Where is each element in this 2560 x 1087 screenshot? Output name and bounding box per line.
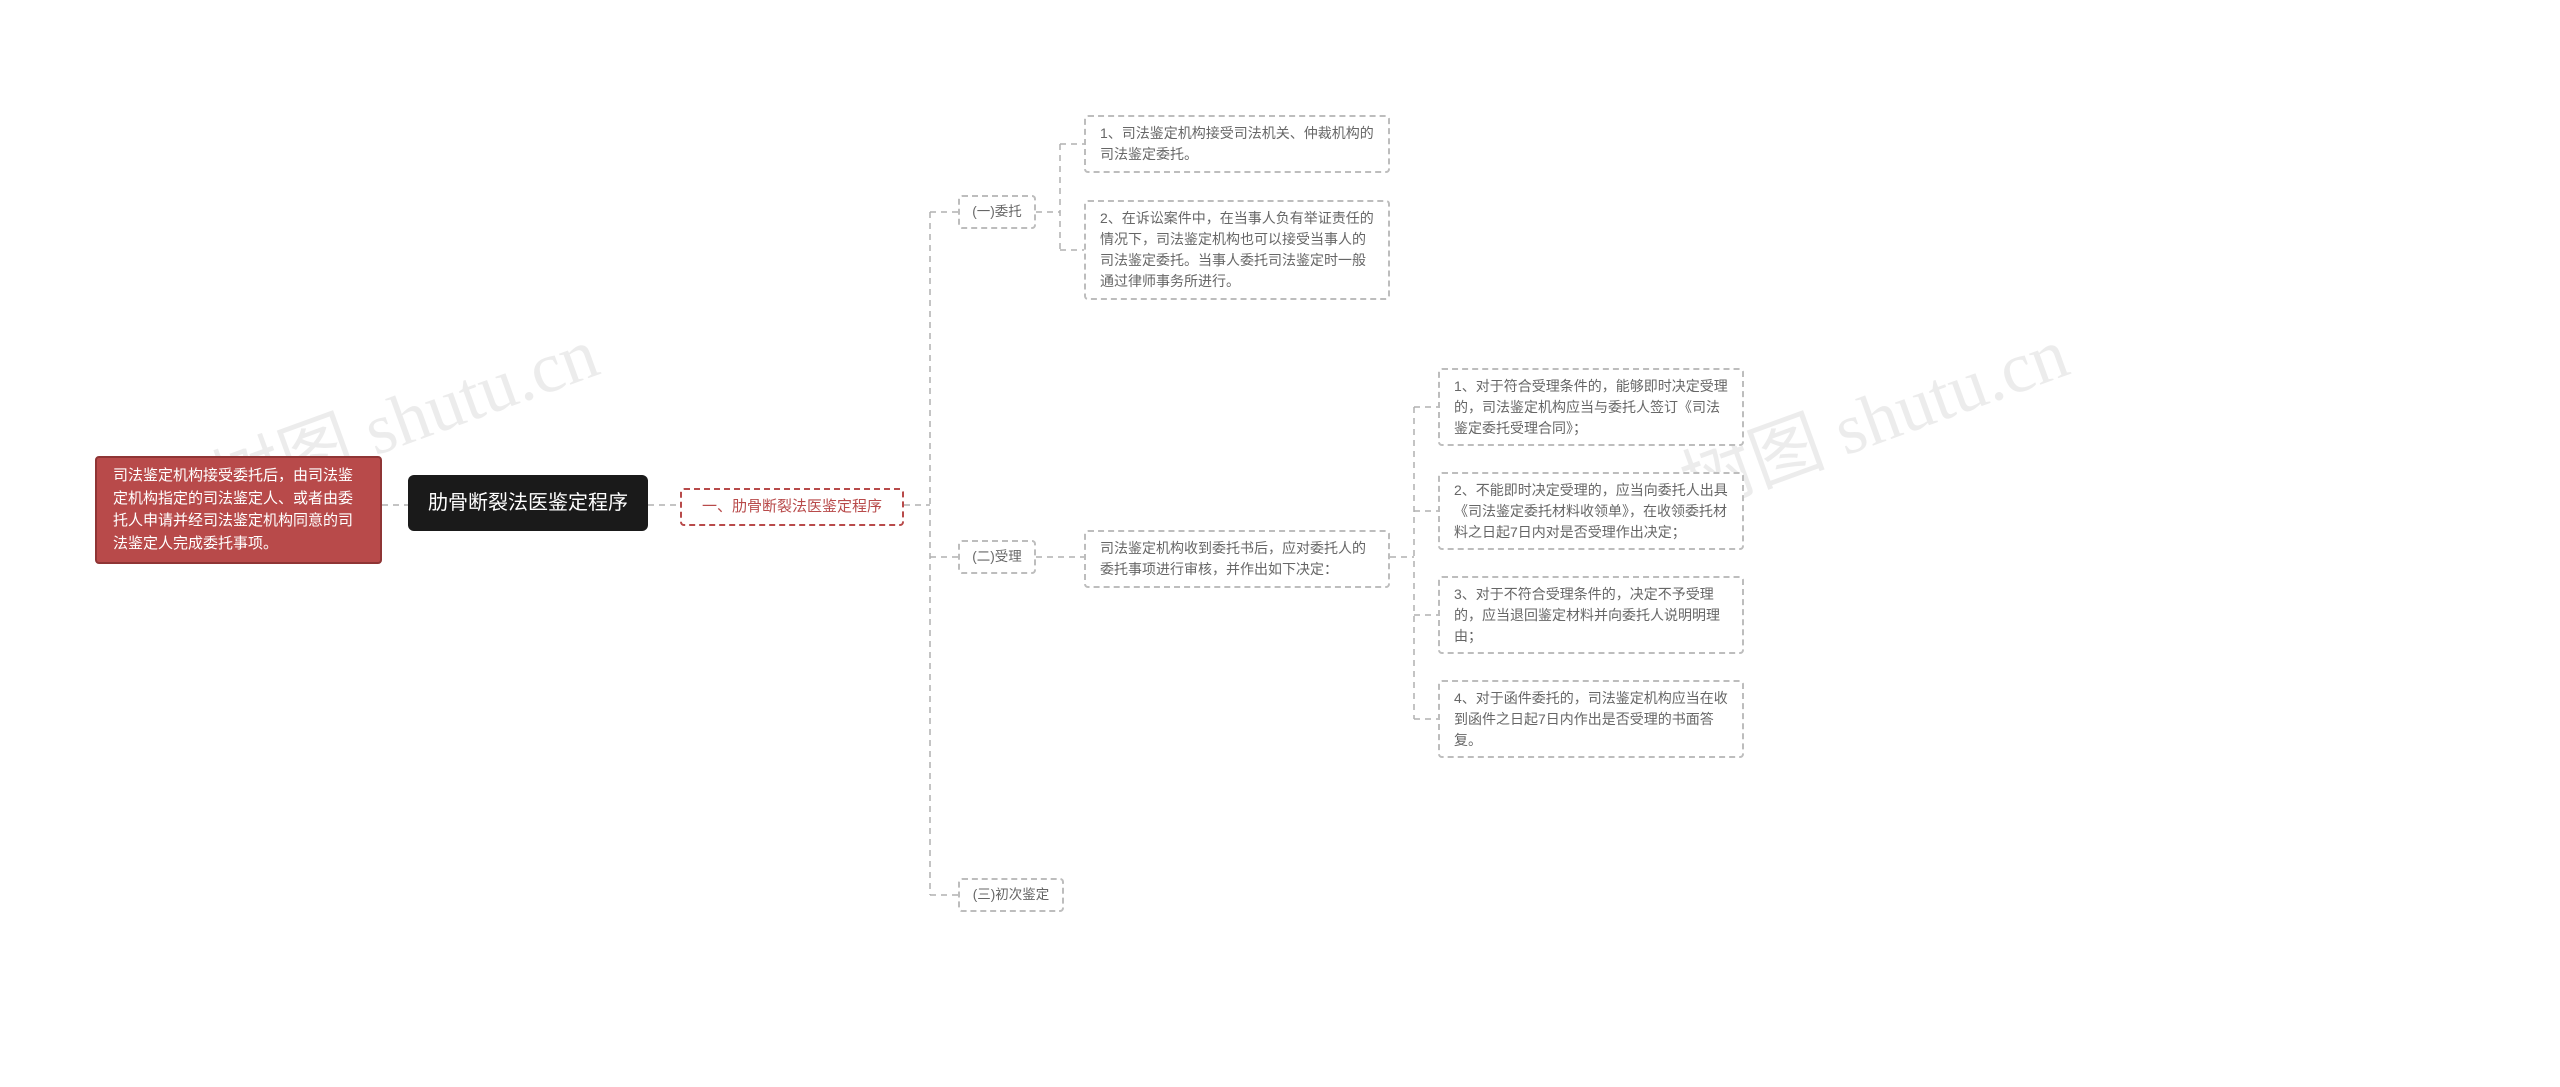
sub1-node: (一)委托 — [958, 195, 1036, 229]
section-label: 一、肋骨断裂法医鉴定程序 — [702, 496, 882, 519]
sub2-child-4-text: 4、对于函件委托的，司法鉴定机构应当在收到函件之日起7日内作出是否受理的书面答复… — [1454, 688, 1728, 751]
sub2-mid: 司法鉴定机构收到委托书后，应对委托人的委托事项进行审核，并作出如下决定： — [1084, 530, 1390, 588]
sub2-label: (二)受理 — [972, 547, 1022, 567]
sub2-child-3-text: 3、对于不符合受理条件的，决定不予受理的，应当退回鉴定材料并向委托人说明明理由； — [1454, 584, 1728, 647]
left-note: 司法鉴定机构接受委托后，由司法鉴定机构指定的司法鉴定人、或者由委托人申请并经司法… — [95, 456, 382, 564]
sub1-child-1: 1、司法鉴定机构接受司法机关、仲裁机构的司法鉴定委托。 — [1084, 115, 1390, 173]
sub1-label: (一)委托 — [972, 202, 1022, 222]
sub3-node: (三)初次鉴定 — [958, 878, 1064, 912]
sub1-child-2-text: 2、在诉讼案件中，在当事人负有举证责任的情况下，司法鉴定机构也可以接受当事人的司… — [1100, 208, 1374, 292]
section-node: 一、肋骨断裂法医鉴定程序 — [680, 488, 904, 526]
sub1-child-2: 2、在诉讼案件中，在当事人负有举证责任的情况下，司法鉴定机构也可以接受当事人的司… — [1084, 200, 1390, 300]
sub2-child-3: 3、对于不符合受理条件的，决定不予受理的，应当退回鉴定材料并向委托人说明明理由； — [1438, 576, 1744, 654]
sub2-child-4: 4、对于函件委托的，司法鉴定机构应当在收到函件之日起7日内作出是否受理的书面答复… — [1438, 680, 1744, 758]
root-label: 肋骨断裂法医鉴定程序 — [428, 488, 628, 518]
sub2-child-1: 1、对于符合受理条件的，能够即时决定受理的，司法鉴定机构应当与委托人签订《司法鉴… — [1438, 368, 1744, 446]
sub2-child-1-text: 1、对于符合受理条件的，能够即时决定受理的，司法鉴定机构应当与委托人签订《司法鉴… — [1454, 376, 1728, 439]
sub1-child-1-text: 1、司法鉴定机构接受司法机关、仲裁机构的司法鉴定委托。 — [1100, 123, 1374, 165]
left-note-text: 司法鉴定机构接受委托后，由司法鉴定机构指定的司法鉴定人、或者由委托人申请并经司法… — [113, 465, 364, 555]
sub2-child-2: 2、不能即时决定受理的，应当向委托人出具《司法鉴定委托材料收领单》，在收领委托材… — [1438, 472, 1744, 550]
sub3-label: (三)初次鉴定 — [973, 885, 1050, 905]
sub2-mid-text: 司法鉴定机构收到委托书后，应对委托人的委托事项进行审核，并作出如下决定： — [1100, 538, 1374, 580]
root-node: 肋骨断裂法医鉴定程序 — [408, 475, 648, 531]
sub2-node: (二)受理 — [958, 540, 1036, 574]
sub2-child-2-text: 2、不能即时决定受理的，应当向委托人出具《司法鉴定委托材料收领单》，在收领委托材… — [1454, 480, 1728, 543]
